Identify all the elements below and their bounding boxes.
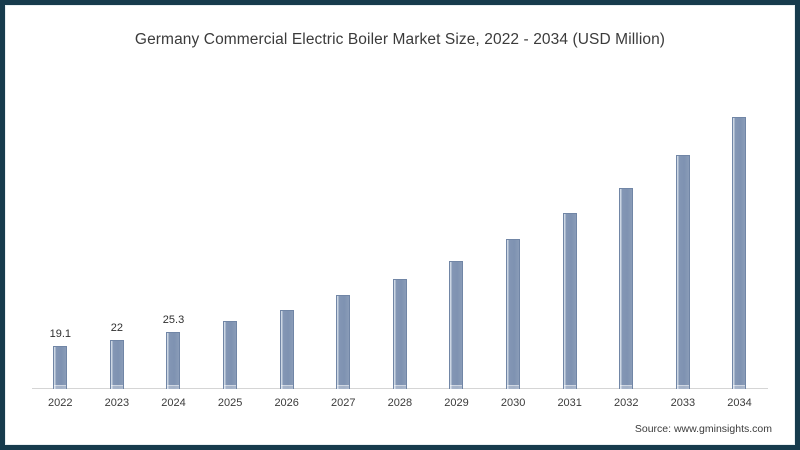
bar-value-label-2023: 22 xyxy=(110,321,124,334)
bar-rect-2034[interactable] xyxy=(732,116,747,390)
bar-rect-2031[interactable] xyxy=(562,213,577,389)
x-axis-label-2022: 2022 xyxy=(48,397,73,409)
bar-2025[interactable] xyxy=(202,89,259,389)
x-axis-label-2034: 2034 xyxy=(727,397,752,409)
bar-2034[interactable] xyxy=(711,89,768,390)
x-axis-label-2030: 2030 xyxy=(500,397,526,409)
x-axis-label-2025: 2025 xyxy=(217,397,243,409)
chart-title: Germany Commercial Electric Boiler Marke… xyxy=(134,31,666,48)
bar-2033[interactable] xyxy=(655,89,712,389)
bar-rect-2025[interactable] xyxy=(223,321,238,389)
bar-2031[interactable] xyxy=(541,89,598,389)
bar-2023[interactable]: 22 xyxy=(89,89,146,389)
bar-value-label-2022: 19.1 xyxy=(49,328,72,341)
bar-2022[interactable]: 19.1 xyxy=(32,89,89,389)
x-axis-label-2029: 2029 xyxy=(444,397,469,409)
bar-rect-2032[interactable] xyxy=(619,188,634,389)
bar-2027[interactable] xyxy=(315,89,372,390)
bar-rect-2029[interactable] xyxy=(449,260,464,390)
bar-2030[interactable] xyxy=(485,89,542,390)
x-axis-label-2033: 2033 xyxy=(670,397,696,409)
bar-2024[interactable]: 25.3 xyxy=(145,89,202,389)
bar-2032[interactable] xyxy=(598,89,655,389)
bar-rect-2030[interactable] xyxy=(506,238,521,390)
bar-rect-2023[interactable] xyxy=(109,339,124,389)
x-axis-label-2027: 2027 xyxy=(331,397,356,409)
bar-rect-2022[interactable] xyxy=(53,346,68,389)
bar-rect-2028[interactable] xyxy=(392,278,407,390)
bar-value-label-2024: 25.3 xyxy=(162,314,185,327)
x-axis-label-2024: 2024 xyxy=(161,397,186,409)
bar-2026[interactable] xyxy=(258,89,315,389)
bar-2029[interactable] xyxy=(428,89,485,390)
bar-rect-2024[interactable] xyxy=(166,332,181,389)
bar-rect-2033[interactable] xyxy=(675,155,690,389)
x-axis-label-2026: 2026 xyxy=(274,397,299,409)
x-axis-label-2023: 2023 xyxy=(104,397,130,409)
x-axis-label-2031: 2031 xyxy=(557,397,582,409)
x-axis-label-2032: 2032 xyxy=(614,397,639,409)
source-attribution: Source: www.gminsights.com xyxy=(634,423,772,435)
bar-rect-2026[interactable] xyxy=(279,310,294,389)
bar-2028[interactable] xyxy=(372,89,429,390)
bar-rect-2027[interactable] xyxy=(336,294,351,390)
x-axis-label-2028: 2028 xyxy=(387,397,413,409)
